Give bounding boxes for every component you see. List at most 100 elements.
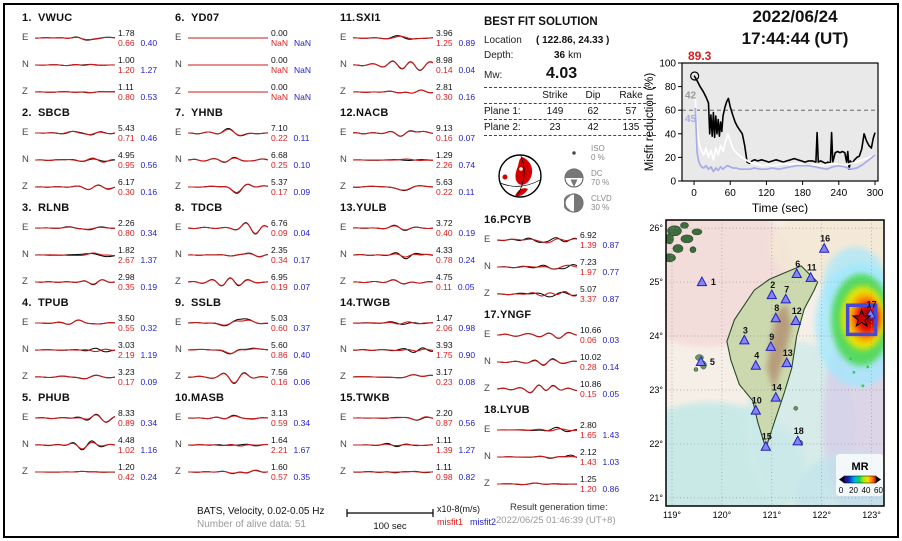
misfit-values: 0.34 0.17: [271, 255, 323, 265]
waveform-plot: [35, 319, 115, 325]
observed-waveform: [353, 251, 433, 259]
colorbar-tick-label: 40: [862, 486, 871, 495]
misfit2-value: NaN: [294, 64, 312, 75]
trace-row-z: Z 4.75 0.11 0.05: [340, 268, 490, 295]
x-tick-label: 120: [758, 188, 775, 199]
y-tick-label: 0: [670, 177, 676, 188]
station-name: YULB: [356, 202, 387, 214]
trace-values: 4.95 0.95 0.56: [115, 150, 170, 170]
synthetic-waveform: [188, 156, 268, 162]
trace-values: 6.76 0.09 0.04: [268, 218, 323, 238]
waveform-plot: [497, 482, 577, 485]
misfit-values: 1.65 1.43: [580, 430, 632, 440]
misfit1-value: 0.06: [580, 334, 597, 345]
y-tick-label: 40: [665, 129, 677, 140]
plane1-strike: 149: [546, 106, 564, 117]
plane1-label: Plane 1:: [484, 106, 521, 117]
synthetic-waveform: [35, 36, 115, 40]
misfit1-value: 2.06: [436, 322, 453, 333]
time-scalebar: 100 sec: [345, 508, 435, 532]
misfit2-value: 0.56: [458, 417, 476, 428]
station-block: 6. YD07 E 0.00 NaN NaN N 0.00 NaN NaN Z 0.00 NaN NaN: [175, 12, 325, 105]
plane1-row: Plane 1: 149 62 57: [484, 104, 656, 120]
misfit-values: 0.95 0.56: [118, 160, 170, 170]
station-marker-15: [760, 440, 772, 451]
station-name: NACB: [356, 107, 389, 119]
misfit1-value: 0.80: [118, 91, 135, 102]
depth-value: 36: [554, 50, 566, 61]
station-number-label: 7: [784, 284, 789, 294]
misfit1-value: 0.55: [118, 322, 135, 333]
synthetic-waveform: [497, 482, 577, 485]
strike-header: Strike: [542, 90, 568, 101]
trace-values: 10.66 0.06 0.03: [577, 325, 632, 345]
synthetic-waveform: [188, 252, 268, 257]
component-label: N: [340, 439, 347, 450]
component-label: Z: [484, 478, 490, 489]
synthetic-waveform: [188, 183, 268, 193]
waveform-plot: [188, 276, 268, 286]
mw-row: Mw: 4.03: [484, 65, 656, 83]
misfit-values: 2.06 0.98: [436, 323, 488, 333]
misfit2-value: 0.08: [458, 376, 476, 387]
misfit2-value: 0.98: [458, 322, 476, 333]
station-marker-7: [780, 293, 792, 304]
trace-row-e: E 6.76 0.09 0.04: [175, 214, 325, 241]
plane2-rake: 135: [622, 122, 640, 133]
trace-values: 4.48 1.02 1.16: [115, 435, 170, 455]
clvd-pct: 30 %: [591, 202, 610, 212]
misfit-reduction-lavender: [694, 107, 876, 173]
misfit2-value: 0.86: [602, 483, 620, 494]
synthetic-waveform: [35, 184, 115, 190]
misfit-values: 0.80 0.34: [118, 228, 170, 238]
waveform-plot: [353, 89, 433, 94]
station-number-label: 12: [792, 306, 802, 316]
misfit1-value: 0.11: [436, 281, 452, 292]
component-label: E: [175, 127, 182, 138]
component-label: N: [340, 59, 347, 70]
synthetic-waveform: [497, 264, 577, 270]
misfit1-value: 0.28: [580, 361, 597, 372]
trace-row-n: N 3.03 2.19 1.19: [22, 336, 172, 363]
component-label: N: [484, 356, 491, 367]
synthetic-waveform: [35, 278, 115, 285]
waveform-plot: [497, 383, 577, 393]
waveform-plot: [35, 374, 115, 379]
station-name: YNGF: [500, 309, 532, 321]
trace-values: 3.17 0.23 0.08: [433, 367, 488, 387]
misfit1-value: 1.97: [580, 266, 597, 277]
synthetic-waveform: [497, 427, 577, 431]
misfit1-value: 1.43: [580, 456, 597, 467]
plane1-rake: 57: [625, 106, 637, 117]
trace-values: 5.63 0.22 0.11: [433, 177, 488, 197]
misfit2-value: 0.03: [602, 334, 620, 345]
synthetic-waveform: [188, 372, 268, 383]
component-label: Z: [340, 276, 346, 287]
dc-pct: 70 %: [591, 177, 610, 187]
misfit-values: 0.11 0.05: [436, 282, 488, 292]
trace-row-n: N 0.00 NaN NaN: [175, 51, 325, 78]
mw-value: 4.03: [546, 65, 578, 82]
component-label: Z: [340, 86, 346, 97]
amplitude-units: x10-8(m/s): [437, 504, 481, 514]
mechanism-section: ISO 0 % DC 70 % CLVD 30 %: [484, 140, 656, 215]
waveform-plot: [35, 183, 115, 190]
misfit2-value: 0.46: [140, 132, 158, 143]
map-lat-label: 26°: [649, 223, 663, 233]
decomp-dc: DC 70 %: [564, 165, 612, 190]
station-marker-12: [790, 314, 802, 326]
misfit1-value: 0.25: [271, 159, 288, 170]
plane2-label: Plane 2:: [484, 122, 521, 133]
waveform-plot: [35, 347, 115, 352]
amplitude-value: 0.00: [271, 81, 288, 92]
trace-row-e: E 3.13 0.59 0.34: [175, 404, 325, 431]
synthetic-waveform: [353, 252, 433, 258]
station-number: 4.: [22, 297, 32, 309]
trace-values: 6.92 1.39 0.87: [577, 230, 632, 250]
waveform-plot: [497, 454, 577, 459]
trace-values: 9.13 0.16 0.07: [433, 123, 488, 143]
plane-table-header: Strike Dip Rake: [484, 87, 656, 104]
station-number-label: 2: [770, 280, 775, 290]
waveform-plot: [35, 36, 115, 41]
station-marker-6: [791, 267, 803, 279]
